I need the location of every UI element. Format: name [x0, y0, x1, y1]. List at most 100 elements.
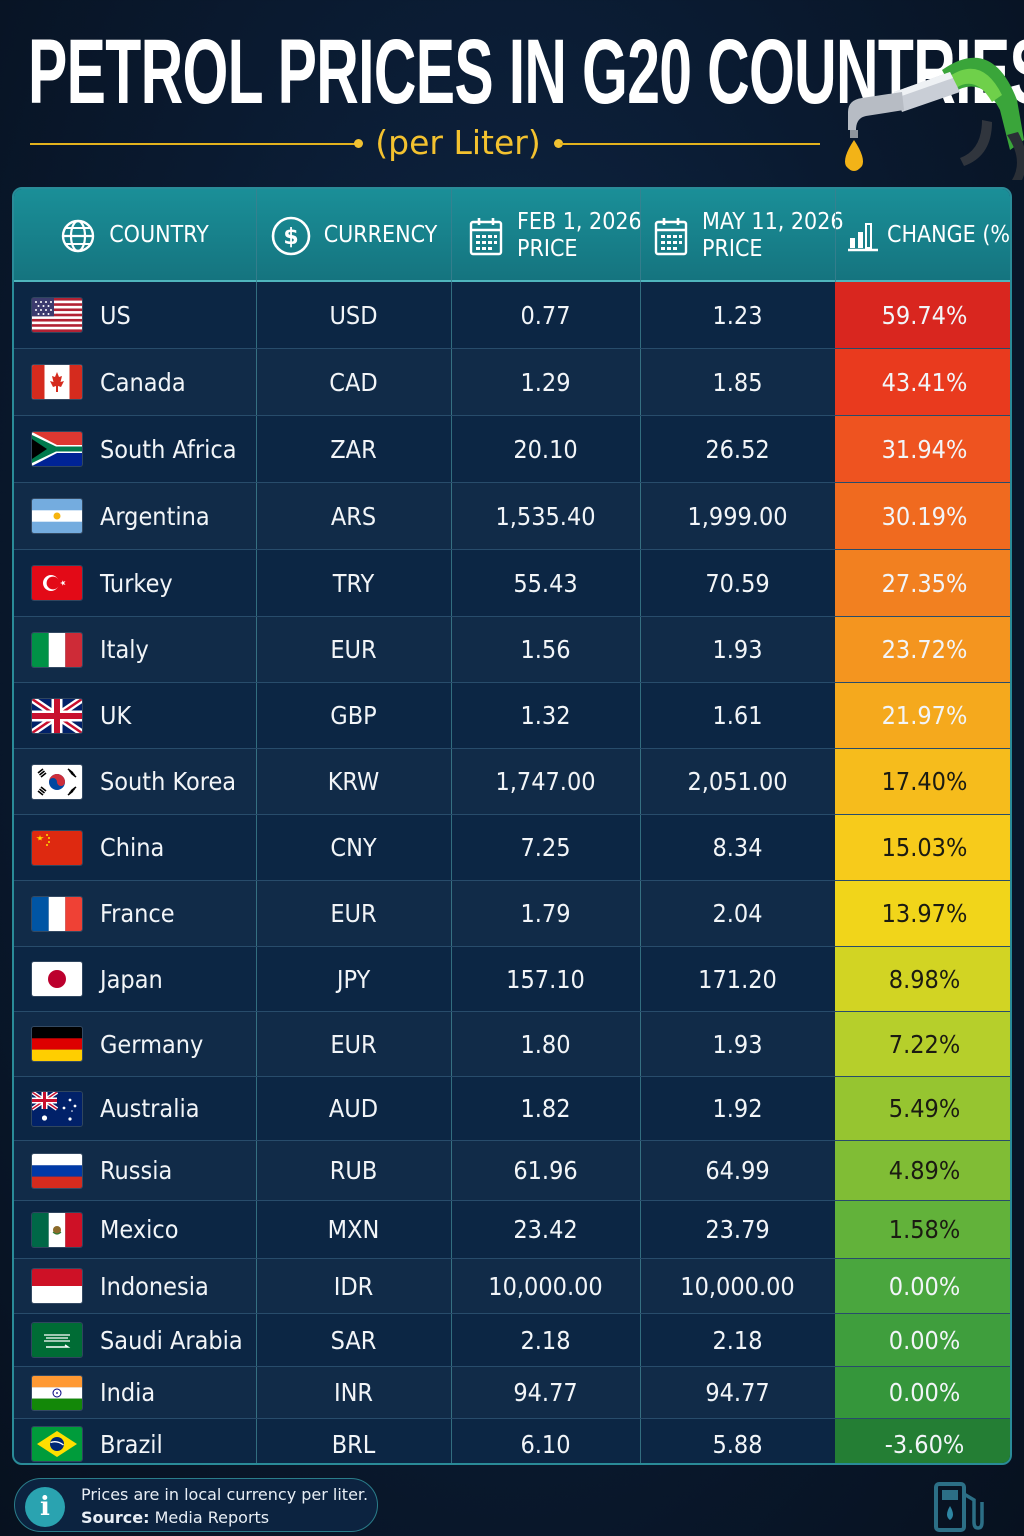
divider — [30, 143, 356, 145]
country-name: Japan — [100, 964, 163, 994]
column-header-may-date: MAY 11, 2026 — [702, 208, 844, 235]
column-divider — [256, 189, 257, 1463]
country-cell: South Korea — [14, 749, 256, 814]
feb-price-cell: 61.96 — [513, 1156, 578, 1185]
currency-cell: SAR — [330, 1325, 377, 1355]
bar-chart-icon — [848, 222, 878, 251]
feb-price-cell: 157.10 — [506, 964, 585, 994]
flag-kr-icon — [32, 764, 82, 799]
table-row: Argentina ARS 1,535.40 1,999.00 30.19% — [14, 483, 1010, 550]
header: PETROL PRICES IN G20 COUNTRIES (per Lite… — [0, 0, 1024, 185]
change-cell: 17.40% — [835, 749, 1010, 814]
column-divider — [640, 189, 641, 1463]
may-price-cell: 1.85 — [712, 367, 763, 397]
country-cell: India — [14, 1367, 256, 1418]
column-header-feb-label: PRICE — [517, 235, 578, 262]
currency-cell: BRL — [331, 1429, 376, 1459]
may-price-cell: 171.20 — [698, 964, 777, 994]
may-price-cell: 8.34 — [712, 833, 763, 862]
country-name: Saudi Arabia — [100, 1325, 243, 1355]
table-row: India INR 94.77 94.77 0.00% — [14, 1367, 1010, 1419]
currency-cell: GBP — [330, 701, 377, 730]
feb-price-cell: 6.10 — [520, 1429, 571, 1459]
may-price-cell: 2.04 — [712, 899, 763, 928]
flag-ru-icon — [32, 1153, 82, 1188]
country-cell: Germany — [14, 1012, 256, 1076]
may-price-cell: 23.79 — [705, 1215, 770, 1244]
table-row: Italy EUR 1.56 1.93 23.72% — [14, 617, 1010, 683]
table-row: Russia RUB 61.96 64.99 4.89% — [14, 1141, 1010, 1201]
country-cell: US — [14, 282, 256, 348]
country-name: South Korea — [100, 767, 237, 796]
prices-table: COUNTRY $ CURRENCY FEB 1, 2 — [12, 187, 1012, 1465]
change-cell: 5.49% — [835, 1077, 1010, 1140]
flag-de-icon — [32, 1027, 82, 1061]
feb-price-cell: 0.77 — [520, 300, 571, 330]
country-cell: Saudi Arabia — [14, 1314, 256, 1366]
feb-price-cell: 1.29 — [520, 367, 571, 397]
may-price-cell: 70.59 — [705, 568, 770, 598]
column-header-currency: $ CURRENCY — [256, 189, 451, 282]
country-name: Italy — [100, 635, 149, 664]
change-cell: 30.19% — [835, 483, 1010, 549]
table-row: Turkey TRY 55.43 70.59 27.35% — [14, 550, 1010, 617]
feb-price-cell: 1,535.40 — [495, 501, 596, 531]
note-text: Prices are in local currency per liter. — [81, 1485, 369, 1504]
change-cell: 8.98% — [835, 947, 1010, 1011]
currency-cell: JPY — [336, 964, 371, 994]
column-divider — [451, 189, 452, 1463]
table-row: UK GBP 1.32 1.61 21.97% — [14, 683, 1010, 749]
table-row: Germany EUR 1.80 1.93 7.22% — [14, 1012, 1010, 1077]
country-name: US — [100, 300, 131, 330]
may-price-cell: 64.99 — [705, 1156, 770, 1185]
may-price-cell: 2.18 — [712, 1325, 763, 1355]
table-row: France EUR 1.79 2.04 13.97% — [14, 881, 1010, 947]
feb-price-cell: 1.32 — [520, 701, 571, 730]
currency-cell: EUR — [330, 635, 377, 664]
country-cell: UK — [14, 683, 256, 748]
country-cell: Italy — [14, 617, 256, 682]
country-cell: Japan — [14, 947, 256, 1011]
country-cell: South Africa — [14, 416, 256, 482]
change-cell: 23.72% — [835, 617, 1010, 682]
table-row: Saudi Arabia SAR 2.18 2.18 0.00% — [14, 1314, 1010, 1367]
feb-price-cell: 10,000.00 — [488, 1271, 603, 1301]
fuel-pump-icon — [934, 1482, 984, 1532]
change-cell: 15.03% — [835, 815, 1010, 880]
feb-price-cell: 55.43 — [513, 568, 578, 598]
flag-tr-icon — [32, 566, 82, 600]
currency-cell: CAD — [329, 367, 378, 397]
currency-cell: INR — [333, 1378, 374, 1407]
feb-price-cell: 1.82 — [520, 1094, 571, 1123]
feb-price-cell: 23.42 — [513, 1215, 578, 1244]
country-name: France — [100, 899, 175, 928]
change-cell: 31.94% — [835, 416, 1010, 482]
column-header-country: COUNTRY — [14, 189, 256, 282]
subtitle-row: (per Liter) — [30, 120, 820, 166]
divider — [560, 143, 820, 145]
flag-za-icon — [32, 432, 82, 466]
country-name: Indonesia — [100, 1271, 209, 1301]
flag-ar-icon — [32, 499, 82, 533]
table-row: Indonesia IDR 10,000.00 10,000.00 0.00% — [14, 1259, 1010, 1314]
table-row: China CNY 7.25 8.34 15.03% — [14, 815, 1010, 881]
country-name: Mexico — [100, 1215, 179, 1244]
globe-icon — [62, 219, 95, 252]
info-icon: i — [25, 1487, 65, 1527]
currency-cell: ZAR — [330, 434, 377, 464]
currency-cell: EUR — [330, 899, 377, 928]
country-cell: Mexico — [14, 1201, 256, 1258]
table-row: Japan JPY 157.10 171.20 8.98% — [14, 947, 1010, 1012]
country-name: China — [100, 833, 165, 862]
country-cell: France — [14, 881, 256, 946]
country-cell: Russia — [14, 1141, 256, 1200]
flag-us-icon — [32, 298, 82, 332]
may-price-cell: 1.92 — [712, 1094, 763, 1123]
may-price-cell: 1.61 — [712, 701, 763, 730]
currency-cell: IDR — [333, 1271, 374, 1301]
country-cell: Turkey — [14, 550, 256, 616]
change-cell: 1.58% — [835, 1201, 1010, 1258]
currency-cell: EUR — [330, 1029, 377, 1059]
may-price-cell: 2,051.00 — [687, 767, 788, 796]
change-cell: 21.97% — [835, 683, 1010, 748]
